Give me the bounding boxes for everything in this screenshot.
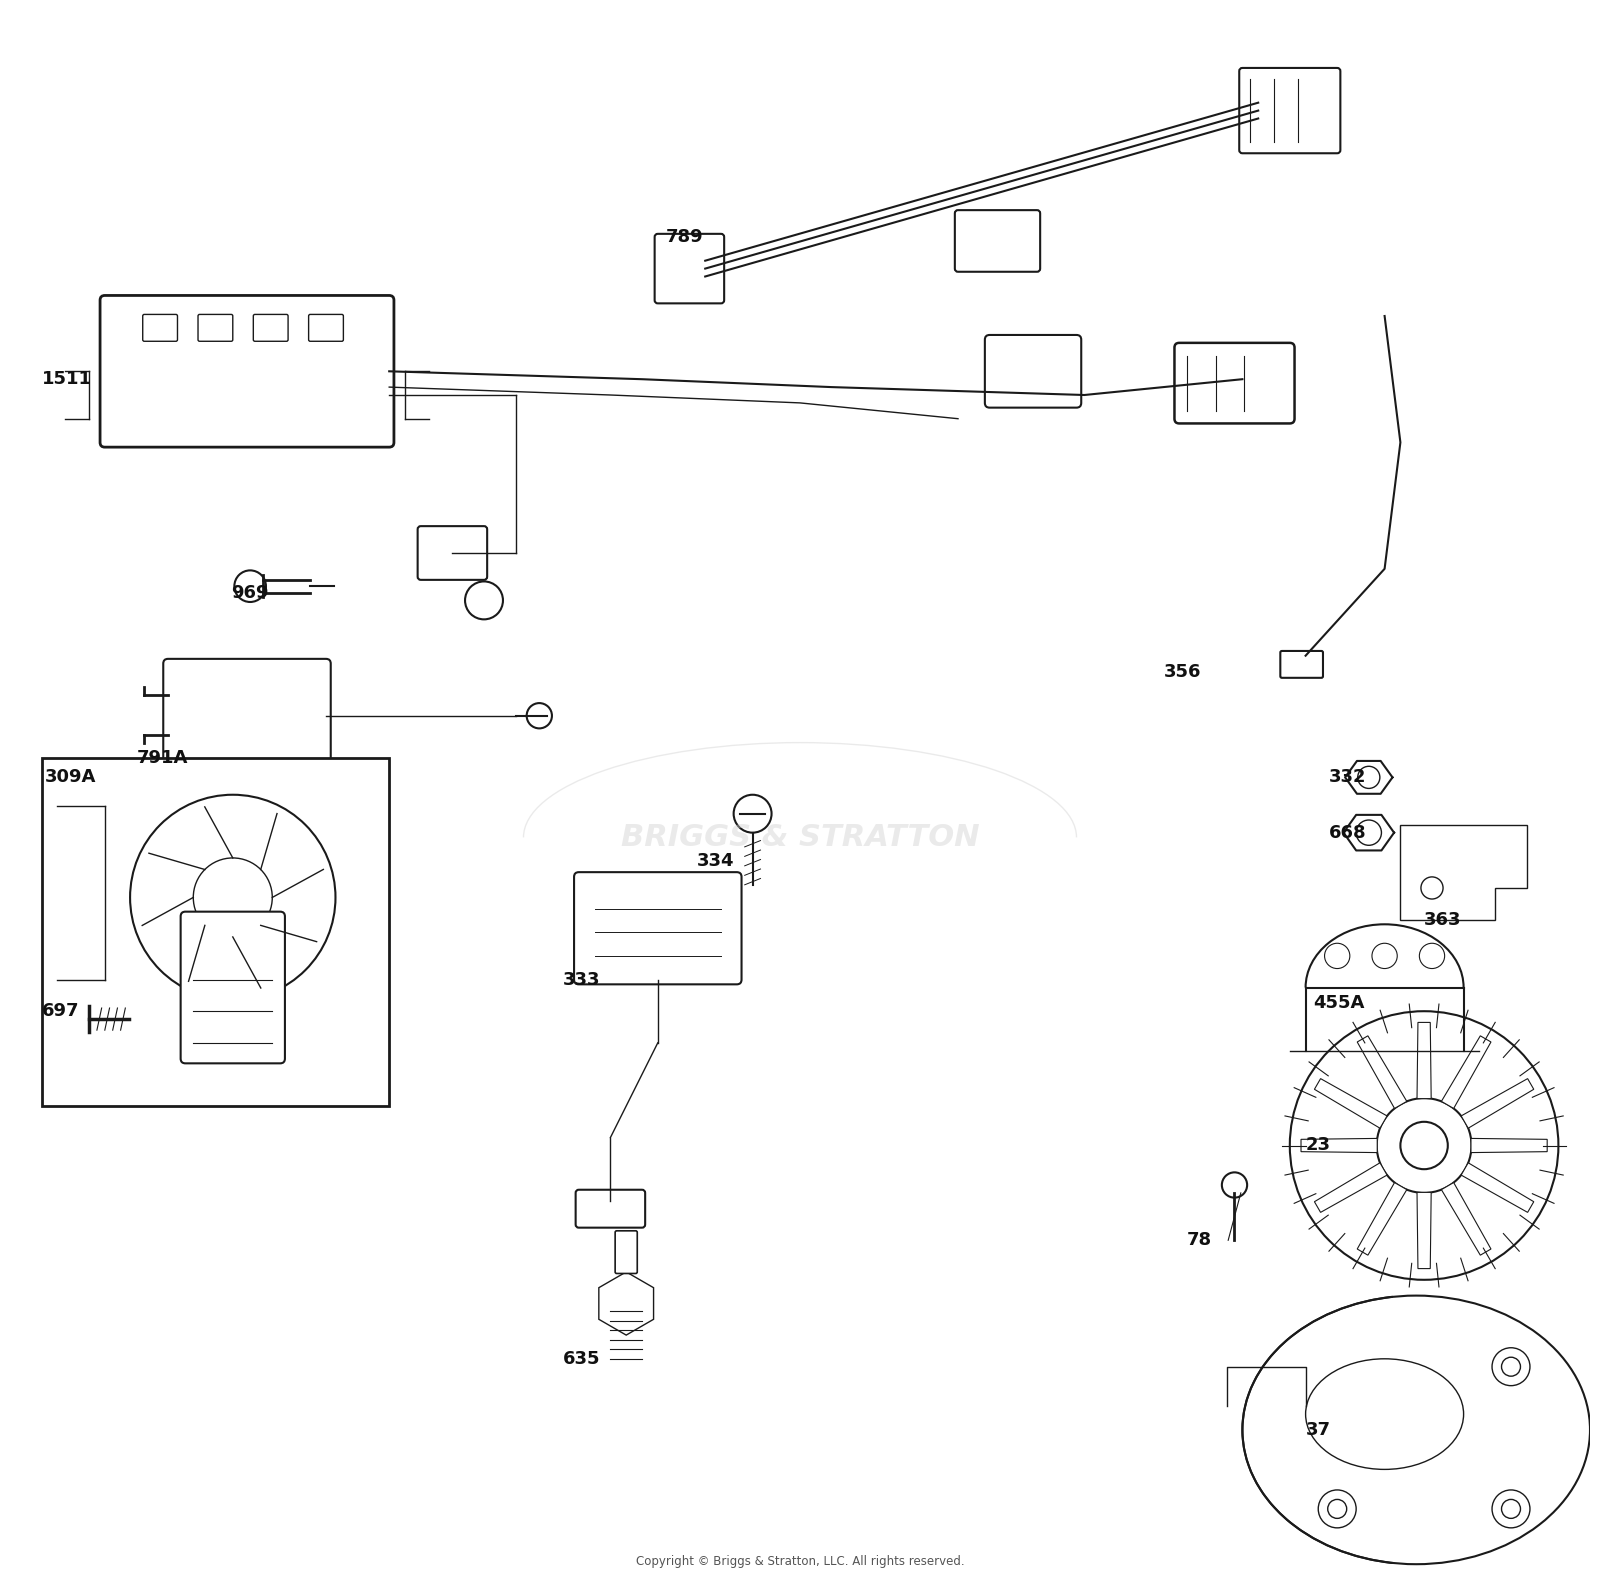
Polygon shape: [1315, 1079, 1387, 1128]
Polygon shape: [1357, 1182, 1406, 1255]
FancyBboxPatch shape: [1174, 343, 1294, 423]
Polygon shape: [1301, 1139, 1378, 1152]
FancyBboxPatch shape: [253, 314, 288, 341]
Text: 332: 332: [1330, 768, 1366, 787]
FancyBboxPatch shape: [1280, 651, 1323, 678]
Text: 668: 668: [1330, 823, 1366, 842]
Polygon shape: [1461, 1079, 1534, 1128]
Polygon shape: [598, 1272, 653, 1335]
Text: BRIGGS & STRATTON: BRIGGS & STRATTON: [621, 823, 979, 852]
FancyBboxPatch shape: [574, 872, 741, 984]
Text: 78: 78: [1187, 1231, 1213, 1250]
Text: 363: 363: [1424, 910, 1462, 929]
Text: 969: 969: [232, 583, 269, 602]
Text: 1511: 1511: [42, 370, 91, 389]
FancyBboxPatch shape: [101, 295, 394, 447]
FancyBboxPatch shape: [309, 314, 344, 341]
Polygon shape: [1400, 825, 1526, 920]
FancyBboxPatch shape: [418, 526, 486, 580]
FancyBboxPatch shape: [955, 210, 1040, 272]
FancyBboxPatch shape: [163, 659, 331, 771]
FancyBboxPatch shape: [576, 1190, 645, 1228]
Polygon shape: [1418, 1022, 1430, 1098]
Text: 23: 23: [1306, 1136, 1331, 1155]
Text: 789: 789: [666, 228, 704, 246]
Text: 791A: 791A: [136, 749, 187, 768]
Polygon shape: [1442, 1036, 1491, 1109]
FancyBboxPatch shape: [42, 758, 389, 1106]
FancyBboxPatch shape: [181, 912, 285, 1063]
Polygon shape: [1315, 1163, 1387, 1212]
Text: 333: 333: [563, 970, 600, 989]
FancyBboxPatch shape: [654, 234, 725, 303]
FancyBboxPatch shape: [198, 314, 232, 341]
Polygon shape: [1357, 1036, 1406, 1109]
FancyBboxPatch shape: [614, 1231, 637, 1273]
FancyBboxPatch shape: [1240, 68, 1341, 153]
Text: 37: 37: [1306, 1420, 1331, 1439]
Polygon shape: [1442, 1182, 1491, 1255]
FancyBboxPatch shape: [986, 335, 1082, 408]
Text: 356: 356: [1163, 662, 1202, 681]
Text: 309A: 309A: [45, 768, 96, 787]
FancyBboxPatch shape: [142, 314, 178, 341]
Text: 697: 697: [42, 1002, 78, 1021]
Polygon shape: [1470, 1139, 1547, 1152]
Polygon shape: [1418, 1193, 1430, 1269]
Text: 334: 334: [698, 852, 734, 871]
Polygon shape: [1461, 1163, 1534, 1212]
Text: Copyright © Briggs & Stratton, LLC. All rights reserved.: Copyright © Briggs & Stratton, LLC. All …: [635, 1555, 965, 1567]
Text: 635: 635: [563, 1349, 600, 1368]
Text: 455A: 455A: [1314, 994, 1365, 1013]
